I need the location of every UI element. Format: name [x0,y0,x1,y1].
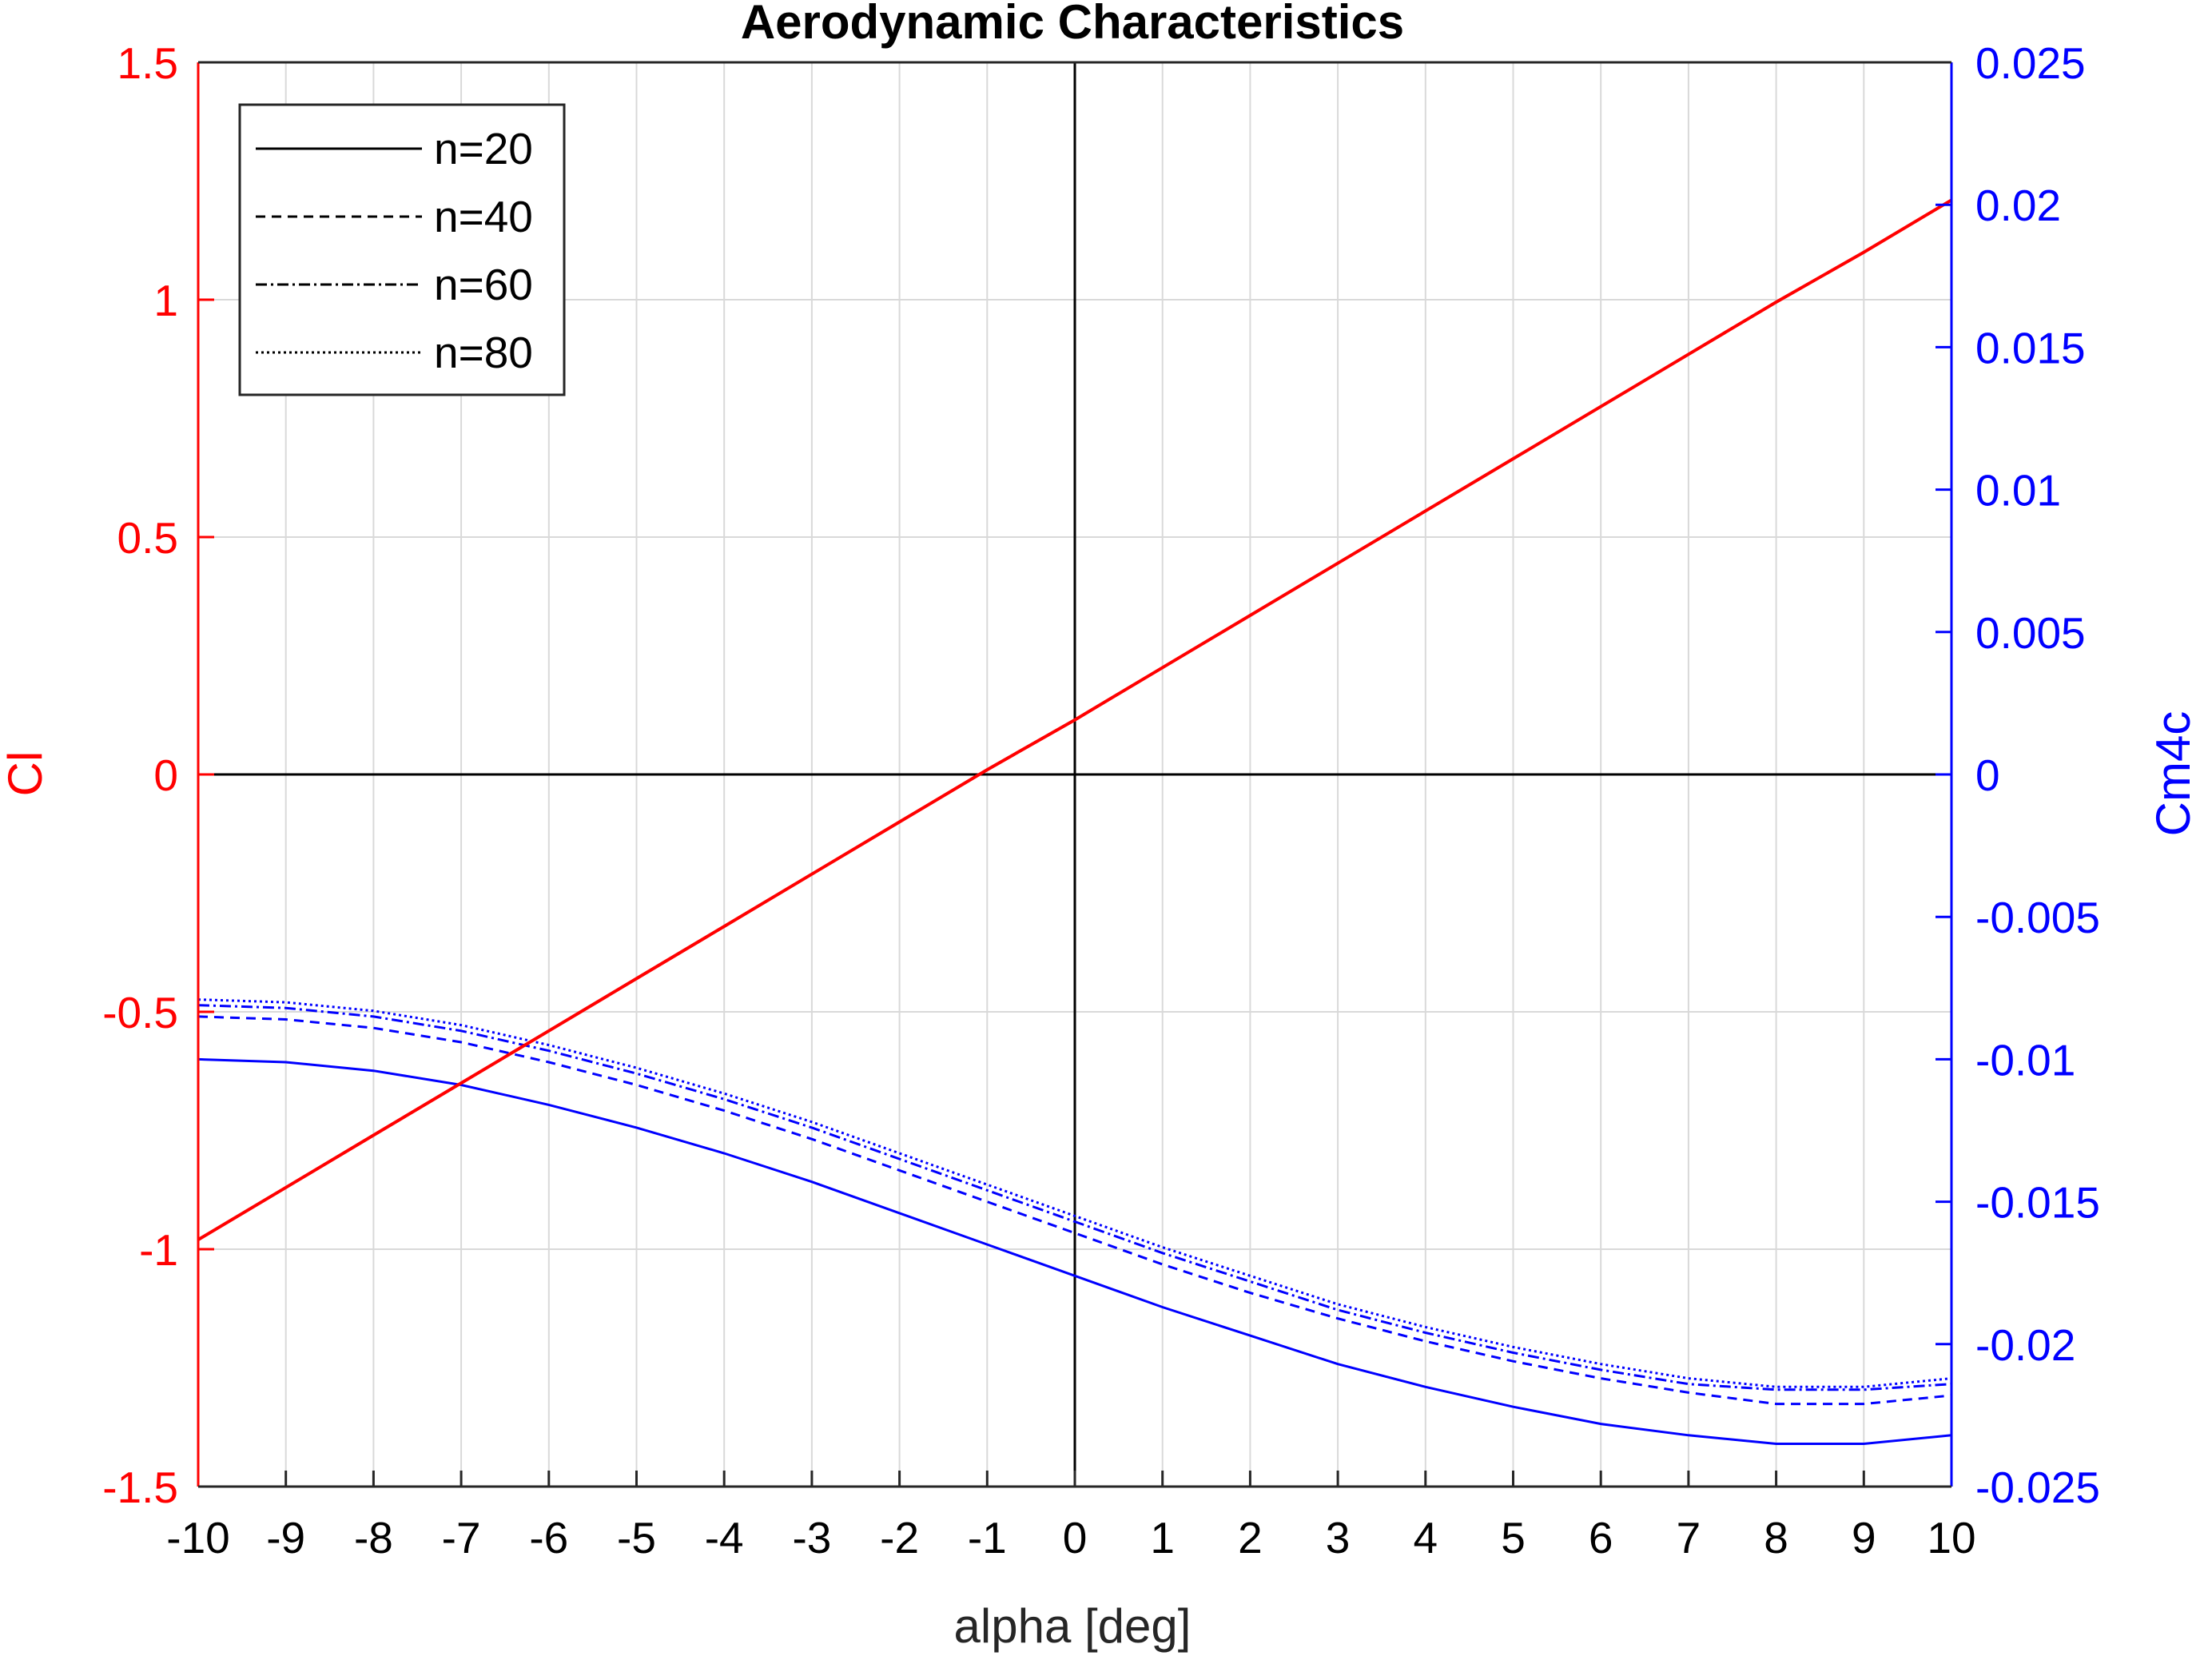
y-left-axis-label: Cl [0,751,52,797]
x-tick-label: 2 [1238,1513,1263,1562]
tick-labels: -10 -9 -8 -7 -6 -5 -4 -3 -2 -1 0 1 2 3 4 5 6 7 8 9 10-1.5-1-… [102,38,2100,1562]
y-right-axis-label: Cm4c [2146,711,2200,837]
y-right-tick-label: -0.02 [1975,1320,2075,1370]
cm-series-n20 [197,1057,1952,1445]
y-left-tick-label: 1 [153,276,178,325]
x-tick-label: 9 [1852,1513,1876,1562]
legend: n=20 n=40 n=60 n=80 [238,103,566,396]
y-right-tick-label: 0.015 [1975,323,2086,372]
y-left-tick-label: -1 [139,1225,178,1275]
x-tick-label: 0 [1063,1513,1088,1562]
y-right-tick-label: 0.01 [1975,466,2061,516]
x-tick-label: -4 [705,1513,744,1562]
y-right-tick-label: -0.005 [1975,893,2100,942]
y-right-tick-label: -0.025 [1975,1463,2100,1512]
legend-label-n60: n=60 [434,260,533,309]
y-left-tick-label: -1.5 [102,1463,178,1512]
y-right-tick-label: -0.015 [1975,1178,2100,1228]
y-left-tick-label: 0.5 [117,513,178,563]
y-right-tick-label: 0 [1975,750,2000,800]
x-tick-label: -8 [354,1513,393,1562]
x-tick-label: 1 [1150,1513,1175,1562]
y-right-tick-label: 0.005 [1975,608,2086,658]
zero-lines [198,62,1951,1487]
x-tick-label: -9 [266,1513,305,1562]
x-tick-label: 3 [1326,1513,1351,1562]
y-right-tick-label: 0.025 [1975,38,2086,88]
x-tick-label: -7 [442,1513,481,1562]
x-tick-label: 8 [1764,1513,1788,1562]
x-tick-label: -1 [968,1513,1007,1562]
x-tick-label: 7 [1677,1513,1701,1562]
x-tick-label: 10 [1927,1513,1975,1562]
x-tick-label: -6 [529,1513,568,1562]
legend-label-n20: n=20 [434,124,533,173]
series-lines [197,198,1953,1445]
x-tick-label: 4 [1414,1513,1438,1562]
y-left-tick-label: 0 [153,750,178,800]
legend-label-n80: n=80 [434,328,533,377]
x-tick-label: 5 [1501,1513,1526,1562]
x-tick-label: -3 [792,1513,831,1562]
x-tick-label: -2 [880,1513,919,1562]
chart-title: Aerodynamic Characteristics [741,0,1404,49]
x-tick-label: -10 [166,1513,230,1562]
cl-series-n20 [197,198,1953,1241]
cm-series-n60 [197,1004,1952,1391]
y-left-tick-label: -0.5 [102,988,178,1037]
x-tick-label: -5 [617,1513,656,1562]
y-left-tick-label: 1.5 [117,38,178,88]
x-tick-label: 6 [1589,1513,1613,1562]
legend-box [238,103,566,396]
cm-series-n80 [197,998,1952,1388]
legend-label-n40: n=40 [434,192,533,241]
y-right-tick-label: 0.02 [1975,181,2061,230]
x-axis-label: alpha [deg] [954,1599,1192,1653]
cm-series-n40 [197,1015,1952,1406]
y-right-tick-label: -0.01 [1975,1035,2075,1085]
axes [197,61,1953,1488]
